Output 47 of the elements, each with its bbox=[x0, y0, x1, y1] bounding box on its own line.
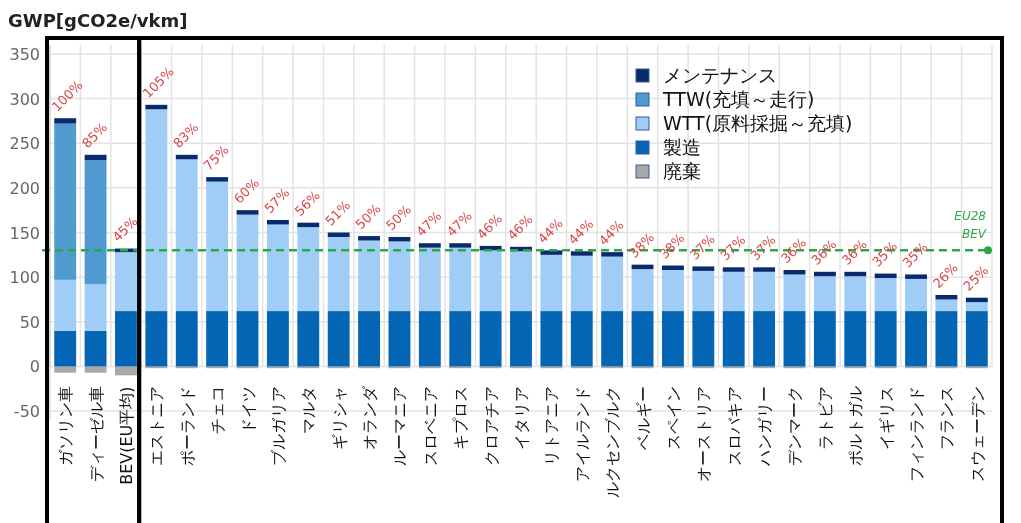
y-axis-title: GWP[gCO2e/vkm] bbox=[8, 10, 188, 31]
x-tick-label: リトアニア bbox=[542, 386, 562, 467]
legend-label: 製造 bbox=[663, 136, 701, 158]
x-tick-label: キプロス bbox=[451, 386, 471, 451]
x-tick-label: フランス bbox=[937, 386, 957, 451]
x-tick-label: スウェーデン bbox=[967, 386, 987, 483]
x-tick-label: ギリシャ bbox=[329, 386, 349, 451]
legend-label: メンテナンス bbox=[663, 64, 777, 86]
x-tick-label: ガソリン車 bbox=[56, 386, 76, 467]
x-tick-label: ディーゼル車 bbox=[86, 386, 106, 483]
legend-label: WTT(原料採掘～充填) bbox=[663, 112, 853, 134]
x-tick-label: エストニア bbox=[147, 386, 167, 467]
x-tick-label: スロベニア bbox=[420, 386, 440, 467]
x-tick-label: フィンランド bbox=[907, 386, 927, 483]
ref-line-label: EU28 BEV bbox=[954, 209, 987, 242]
x-tick-label: ブルガリア bbox=[268, 386, 288, 467]
y-tick-label: 50 bbox=[19, 312, 40, 332]
x-tick-label: BEV(EU平均) bbox=[116, 386, 136, 485]
x-tick-label: デンマーク bbox=[785, 386, 805, 467]
x-tick-label: ポーランド bbox=[177, 386, 197, 467]
x-tick-label: マルタ bbox=[299, 386, 319, 435]
x-tick-label: ルクセンブルク bbox=[603, 386, 623, 499]
y-tick-label: 300 bbox=[9, 89, 40, 109]
x-tick-label: スロバキア bbox=[724, 386, 744, 467]
y-tick-label: 350 bbox=[9, 44, 40, 64]
y-tick-label: -50 bbox=[13, 402, 40, 422]
y-tick-label: 0 bbox=[29, 357, 40, 377]
x-tick-label: ベルギー bbox=[633, 386, 653, 451]
x-tick-label: ドイツ bbox=[238, 386, 258, 435]
x-tick-label: チェコ bbox=[208, 386, 228, 435]
y-tick-label: 150 bbox=[9, 223, 40, 243]
x-tick-label: ルーマニア bbox=[390, 386, 410, 467]
x-tick-label: スペイン bbox=[663, 386, 683, 451]
y-tick-label: 200 bbox=[9, 178, 40, 198]
y-tick-label: 100 bbox=[9, 268, 40, 288]
x-tick-label: イギリス bbox=[876, 386, 896, 451]
x-tick-label: オランダ bbox=[360, 385, 380, 451]
x-tick-label: クロアチア bbox=[481, 386, 501, 467]
x-tick-label: ポルトガル bbox=[846, 386, 866, 467]
x-tick-label: イタリア bbox=[512, 386, 531, 451]
x-tick-label: オーストリア bbox=[694, 386, 714, 483]
x-tick-label: アイルランド bbox=[572, 386, 592, 483]
legend-label: 廃棄 bbox=[663, 160, 701, 182]
legend-label: TTW(充填～走行) bbox=[662, 88, 815, 110]
x-tick-label: ハンガリー bbox=[755, 386, 775, 468]
y-tick-label: 250 bbox=[9, 134, 40, 154]
x-tick-label: ラトビア bbox=[815, 386, 835, 451]
